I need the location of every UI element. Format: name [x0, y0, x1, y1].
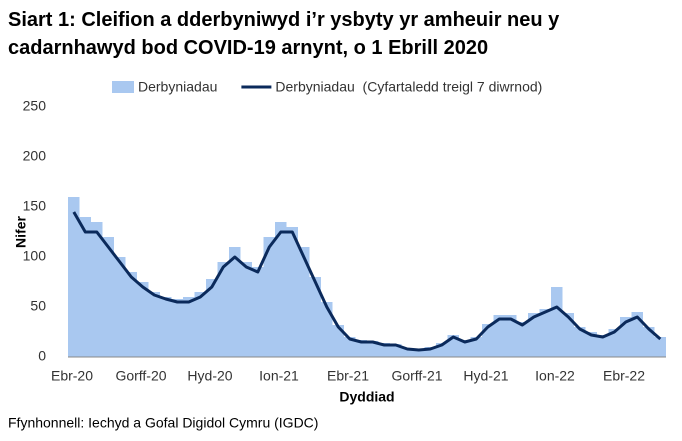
x-tick-label: Ebr-21 [327, 368, 369, 384]
bar [217, 262, 229, 357]
chart-title: Siart 1: Cleifion a dderbyniwyd i’r ysby… [8, 9, 560, 59]
bar [298, 247, 310, 357]
y-tick-label: 150 [23, 198, 47, 214]
bar [459, 340, 471, 357]
x-tick-label: Hyd-20 [187, 368, 232, 384]
bar [275, 222, 287, 357]
x-tick-label: Ion-21 [259, 368, 299, 384]
x-tick-label: Ebr-22 [603, 368, 645, 384]
bar [631, 312, 643, 357]
bar [574, 327, 586, 357]
bar [539, 309, 551, 357]
bar [597, 335, 609, 357]
bar [321, 302, 333, 357]
bar [608, 329, 620, 357]
bar [620, 317, 632, 357]
legend-label: Derbyniadau [138, 79, 217, 95]
bar [654, 337, 666, 357]
bar [252, 267, 264, 357]
y-tick-label: 200 [23, 148, 47, 164]
bar [436, 343, 448, 357]
legend-label: Derbyniadau (Cyfartaledd treigl 7 diwrno… [275, 79, 542, 95]
bar [505, 315, 517, 357]
line [72, 211, 662, 352]
bar [171, 299, 183, 357]
bar [585, 332, 597, 357]
bar [68, 197, 80, 357]
legend-swatch [112, 81, 134, 93]
bar [401, 348, 413, 357]
bar [240, 262, 252, 357]
bar [79, 217, 91, 357]
bar [263, 237, 275, 357]
y-tick-label: 250 [23, 98, 47, 114]
x-axis-title: Dyddiad [339, 389, 394, 405]
x-tick-label: Hyd-21 [463, 368, 508, 384]
bar [493, 315, 505, 357]
bar [355, 340, 367, 357]
y-axis-title: Nifer [13, 216, 29, 248]
source-note: Ffynhonnell: Iechyd a Gofal Digidol Cymr… [8, 415, 318, 431]
bar [470, 337, 482, 357]
bar [390, 344, 402, 357]
bar [447, 335, 459, 357]
bar [229, 247, 241, 357]
bar [286, 227, 298, 357]
bar [562, 313, 574, 357]
bar [482, 324, 494, 357]
bar [528, 313, 540, 357]
x-tick-label: Ion-22 [535, 368, 575, 384]
bar [125, 272, 137, 357]
x-tick-label: Gorff-21 [391, 368, 442, 384]
bar [160, 297, 172, 357]
y-tick-label: 50 [30, 298, 46, 314]
bar [309, 277, 321, 357]
bar [516, 322, 528, 357]
bar [114, 257, 126, 357]
x-tick-label: Gorff-20 [115, 368, 166, 384]
bar [367, 341, 379, 357]
bar [183, 297, 195, 357]
x-tick-label: Ebr-20 [51, 368, 93, 384]
bar [332, 325, 344, 357]
bar [344, 337, 356, 357]
y-tick-label: 0 [38, 348, 46, 364]
bar [137, 282, 149, 357]
bar [148, 292, 160, 357]
bar [551, 287, 563, 357]
y-tick-label: 100 [23, 248, 47, 264]
bar [91, 222, 103, 357]
bar [413, 349, 425, 357]
bar [643, 327, 655, 357]
bar [206, 279, 218, 357]
bar [378, 343, 390, 357]
bar [424, 347, 436, 357]
bar [102, 237, 114, 357]
bar [194, 292, 206, 357]
